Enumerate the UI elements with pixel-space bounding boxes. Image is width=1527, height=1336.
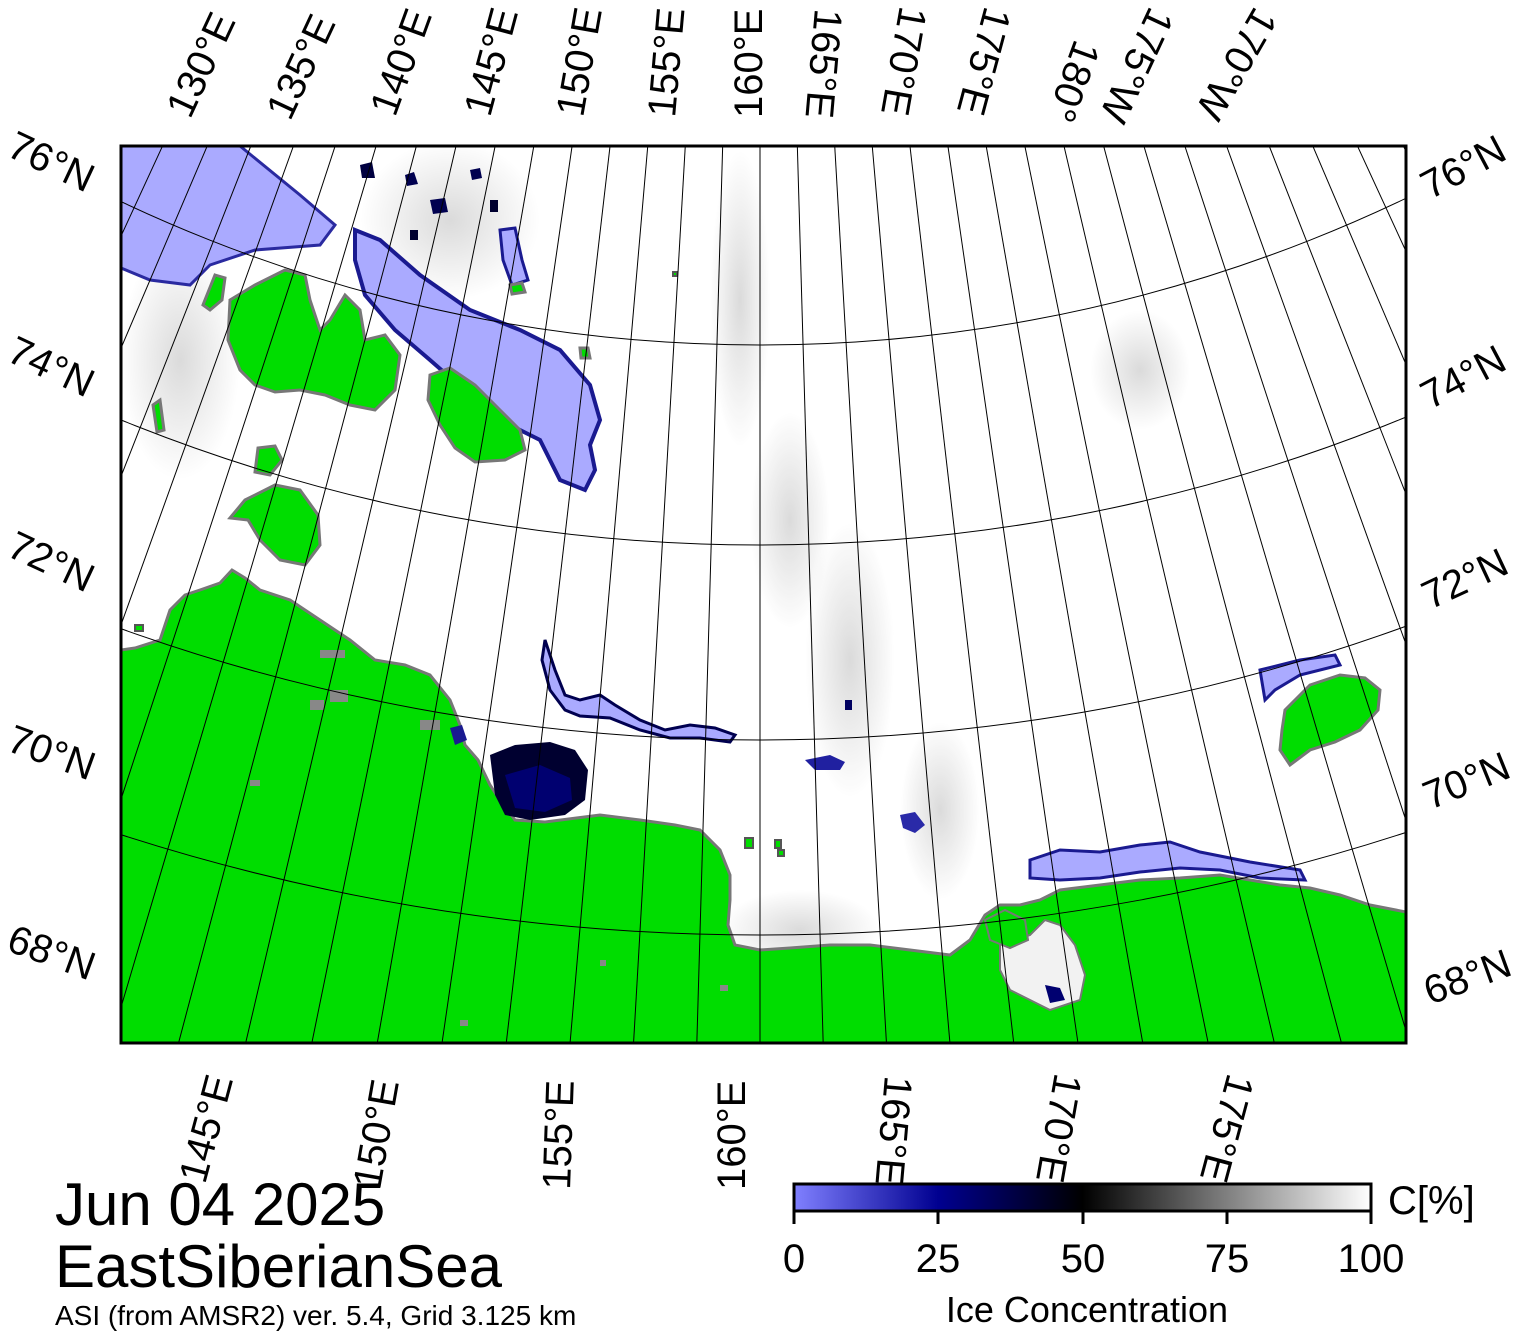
meridian-line xyxy=(1268,146,1406,496)
meridian-line xyxy=(1024,146,1209,1043)
top-lon-label: 140°E xyxy=(362,3,441,121)
meridian-line xyxy=(1143,146,1406,1033)
left-lat-label: 72°N xyxy=(1,523,101,601)
meridian-line xyxy=(1226,146,1406,646)
colorbar-tick-label: 50 xyxy=(1061,1237,1106,1281)
bottom-lon-label: 160°E xyxy=(710,1081,754,1190)
meridian-line xyxy=(1184,146,1406,823)
colorbar-tick-label: 25 xyxy=(916,1237,961,1281)
graticule xyxy=(0,0,1527,1043)
left-lat-labels: 76°N 74°N 72°N 70°N 68°N xyxy=(1,123,101,989)
top-lon-label: 175°E xyxy=(948,3,1019,120)
right-lat-label: 68°N xyxy=(1418,942,1517,1014)
meridian-line xyxy=(121,146,336,801)
top-lon-label: 130°E xyxy=(158,6,244,124)
colorbar-tick-label: 75 xyxy=(1205,1237,1250,1281)
meridian-line xyxy=(178,146,417,1043)
meridian-line xyxy=(121,146,377,1009)
colorbar: 0 25 50 75 100 C[%] Ice Concentration xyxy=(783,1179,1475,1330)
coastal-ice xyxy=(450,639,1308,882)
meridian-line xyxy=(696,146,724,1043)
meridian-line xyxy=(121,146,294,627)
region-name: EastSiberianSea xyxy=(55,1233,502,1300)
meridian-line xyxy=(311,146,496,1043)
colorbar-title: Ice Concentration xyxy=(946,1289,1228,1330)
wrangel-island xyxy=(1258,653,1382,768)
fast-ice-laptev xyxy=(121,146,603,493)
data-source: ASI (from AMSR2) ver. 5.4, Grid 3.125 km xyxy=(55,1300,577,1331)
left-lat-label: 68°N xyxy=(2,917,101,989)
top-lon-label: 170°W xyxy=(1187,1,1285,128)
small-islands xyxy=(134,271,785,857)
right-lat-label: 70°N xyxy=(1417,744,1516,818)
meridian-line xyxy=(1356,146,1406,253)
colorbar-tick-label: 0 xyxy=(783,1237,805,1281)
meridian-line xyxy=(0,0,89,814)
left-lat-label: 74°N xyxy=(1,328,101,406)
top-lon-label: 170°E xyxy=(872,3,934,118)
meridian-line xyxy=(121,146,252,478)
meridian-line xyxy=(633,146,686,1043)
right-lat-labels: 76°N 74°N 72°N 70°N 68°N xyxy=(1414,127,1517,1013)
land-lakes xyxy=(250,650,728,1026)
meridian-line xyxy=(569,146,649,1043)
meridian-line xyxy=(441,146,573,1043)
top-lon-labels: 130°E 135°E 140°E 145°E 150°E 155°E 160°… xyxy=(158,1,1285,130)
map-frame xyxy=(119,144,1408,1045)
meridian-line xyxy=(121,146,164,238)
top-lon-label: 160°E xyxy=(727,9,771,118)
bottom-lon-label: 175°E xyxy=(1191,1070,1262,1187)
land-new-siberian-islands xyxy=(151,268,592,567)
left-lat-label: 70°N xyxy=(2,717,101,789)
meridian-line xyxy=(376,146,535,1043)
top-lon-label: 150°E xyxy=(549,4,611,119)
meridian-line xyxy=(871,146,951,1043)
meridian-line xyxy=(1312,146,1406,366)
right-lat-label: 74°N xyxy=(1414,337,1514,418)
left-lat-label: 76°N xyxy=(1,123,101,201)
map-date: Jun 04 2025 xyxy=(55,1171,386,1238)
top-lon-label: 180° xyxy=(1038,35,1108,128)
top-lon-label: 175°W xyxy=(1091,1,1182,129)
meridian-line xyxy=(1103,146,1342,1043)
meridian-line xyxy=(1399,0,1527,848)
meridian-line xyxy=(245,146,457,1043)
meridian-line xyxy=(505,146,611,1043)
colorbar-gradient xyxy=(792,1182,1373,1213)
bottom-lon-label: 165°E xyxy=(866,1074,919,1187)
bottom-lon-labels: 145°E 150°E 155°E 160°E 165°E 170°E 175°… xyxy=(171,1070,1262,1192)
right-lat-label: 76°N xyxy=(1414,127,1514,208)
top-lon-label: 145°E xyxy=(456,3,527,120)
colorbar-tick-label: 100 xyxy=(1338,1237,1405,1281)
bottom-lon-label: 155°E xyxy=(535,1079,583,1190)
bottom-lon-label: 170°E xyxy=(1027,1070,1089,1185)
meridian-line xyxy=(834,146,887,1043)
map-area xyxy=(0,0,1527,1043)
meridian-line xyxy=(1063,146,1275,1043)
meridian-line xyxy=(985,146,1144,1043)
colorbar-unit: C[%] xyxy=(1388,1179,1475,1223)
meridian-line xyxy=(796,146,824,1043)
top-lon-label: 155°E xyxy=(640,6,693,119)
meridian-line xyxy=(121,146,208,350)
meridian-line xyxy=(947,146,1079,1043)
meridian-line xyxy=(909,146,1015,1043)
right-lat-label: 72°N xyxy=(1415,541,1515,619)
colorbar-ticks xyxy=(792,1211,1373,1224)
top-lon-label: 165°E xyxy=(796,7,849,120)
top-lon-label: 135°E xyxy=(258,8,344,126)
